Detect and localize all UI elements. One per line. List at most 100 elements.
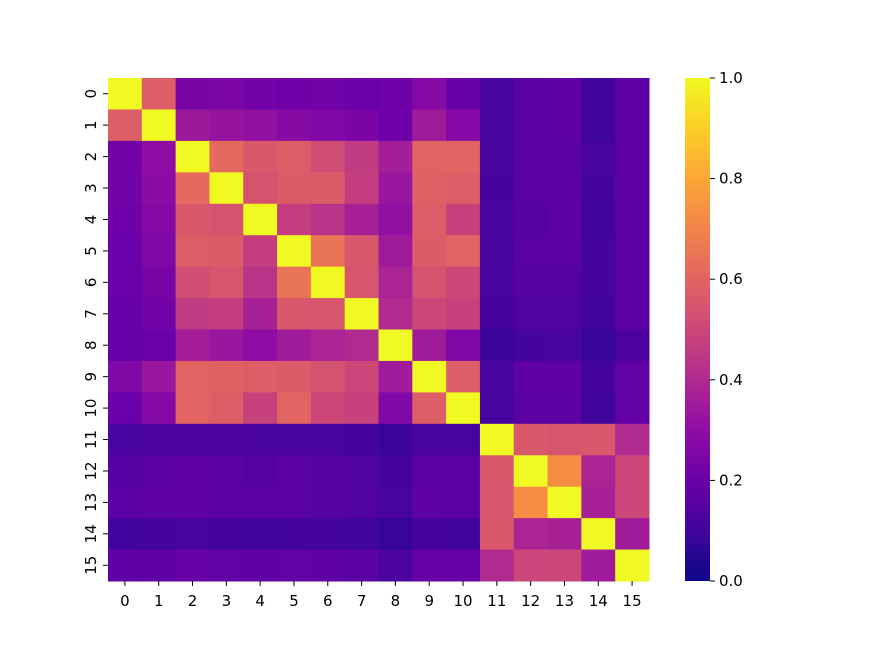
heatmap-cell-7-8 [378,298,413,330]
heatmap-cell-2-14 [581,140,616,173]
heatmap-cell-8-15 [615,329,650,362]
heatmap-cell-10-5 [277,392,312,425]
heatmap-cell-12-1 [141,455,177,488]
heatmap-cell-13-2 [175,486,210,519]
heatmap-cell-4-4 [243,203,278,236]
heatmap-cell-2-9 [412,140,447,173]
y-tick-label: 2 [82,152,100,162]
heatmap-cell-13-4 [243,486,278,519]
colorbar-tick-label: 1.0 [719,69,743,87]
heatmap-cell-9-1 [141,360,177,393]
heatmap-cell-3-13 [547,172,582,205]
heatmap-cell-14-8 [378,518,413,551]
heatmap-cell-7-10 [446,298,481,330]
heatmap-cell-0-13 [547,78,582,110]
heatmap-cell-12-2 [175,455,210,488]
heatmap-cell-13-10 [446,486,481,519]
heatmap-cell-1-7 [344,109,379,142]
heatmap-cell-10-14 [581,392,616,425]
y-tick-label: 9 [82,372,100,382]
heatmap-cell-2-8 [378,140,413,173]
y-tick-label: 15 [82,556,100,575]
heatmap-cell-6-8 [378,266,413,299]
heatmap-cell-15-5 [277,549,312,582]
heatmap-cell-14-11 [479,518,515,551]
heatmap-cell-13-1 [141,486,177,519]
x-tick-label: 8 [391,592,401,610]
heatmap-cell-11-6 [310,423,346,456]
heatmap-cell-4-1 [141,203,177,236]
heatmap-cell-6-13 [547,266,582,299]
heatmap-cell-4-11 [479,203,515,236]
heatmap-cell-1-14 [581,109,616,142]
heatmap-cell-7-0 [108,298,143,330]
heatmap-cell-9-8 [378,360,413,393]
heatmap-cell-8-14 [581,329,616,362]
heatmap-cell-13-13 [547,486,582,519]
x-tick-label: 1 [154,592,164,610]
heatmap-cell-2-6 [310,140,346,173]
heatmap-cell-5-13 [547,235,582,268]
heatmap-cell-2-7 [344,140,379,173]
heatmap-cell-8-13 [547,329,582,362]
heatmap-cell-5-4 [243,235,278,268]
heatmap-cell-10-13 [547,392,582,425]
heatmap-cell-6-10 [446,266,481,299]
y-tick-label: 4 [82,215,100,225]
heatmap-cell-13-0 [108,486,143,519]
heatmap-cell-15-4 [243,549,278,582]
heatmap-cell-6-5 [277,266,312,299]
heatmap-cell-14-3 [209,518,244,551]
y-tick-label: 10 [82,399,100,418]
heatmap-cell-4-5 [277,203,312,236]
heatmap-cell-9-2 [175,360,210,393]
heatmap-cell-0-8 [378,78,413,110]
x-tick-label: 5 [289,592,299,610]
y-tick-label: 1 [82,120,100,130]
heatmap-cell-12-12 [513,455,549,488]
heatmap-cell-3-0 [108,172,143,205]
heatmap-cell-2-13 [547,140,582,173]
heatmap-cell-8-4 [243,329,278,362]
heatmap-cell-10-7 [344,392,379,425]
heatmap-cell-9-10 [446,360,481,393]
heatmap-cell-11-3 [209,423,244,456]
heatmap-cell-12-15 [615,455,650,488]
heatmap-cell-15-0 [108,549,143,582]
heatmap-cell-9-9 [412,360,447,393]
heatmap-cell-7-15 [615,298,650,330]
heatmap-cell-8-10 [446,329,481,362]
heatmap-cell-1-4 [243,109,278,142]
heatmap-cell-1-3 [209,109,244,142]
heatmap-cell-8-3 [209,329,244,362]
heatmap-cell-6-11 [479,266,515,299]
heatmap-cell-14-15 [615,518,650,551]
heatmap-cell-10-3 [209,392,244,425]
heatmap-cell-5-8 [378,235,413,268]
x-tick-label: 15 [623,592,642,610]
heatmap-cell-5-1 [141,235,177,268]
y-tick-label: 0 [82,89,100,99]
heatmap-cell-0-11 [479,78,515,110]
heatmap-cell-9-5 [277,360,312,393]
heatmap-cell-4-12 [513,203,549,236]
heatmap-cell-15-6 [310,549,346,582]
heatmap-cell-12-10 [446,455,481,488]
heatmap-cell-3-14 [581,172,616,205]
heatmap-cell-11-11 [479,423,515,456]
heatmap-cell-13-3 [209,486,244,519]
heatmap-cell-15-15 [615,549,650,582]
heatmap-cell-9-0 [108,360,143,393]
heatmap-cell-3-9 [412,172,447,205]
heatmap-cell-5-6 [310,235,346,268]
heatmap-cell-9-12 [513,360,549,393]
heatmap-cell-7-6 [310,298,346,330]
heatmap-cell-2-5 [277,140,312,173]
heatmap-cell-7-13 [547,298,582,330]
heatmap-cell-1-5 [277,109,312,142]
heatmap-cell-1-1 [141,109,177,142]
heatmap-cell-3-12 [513,172,549,205]
heatmap-cell-12-14 [581,455,616,488]
x-tick-label: 10 [453,592,472,610]
heatmap-cell-11-0 [108,423,143,456]
